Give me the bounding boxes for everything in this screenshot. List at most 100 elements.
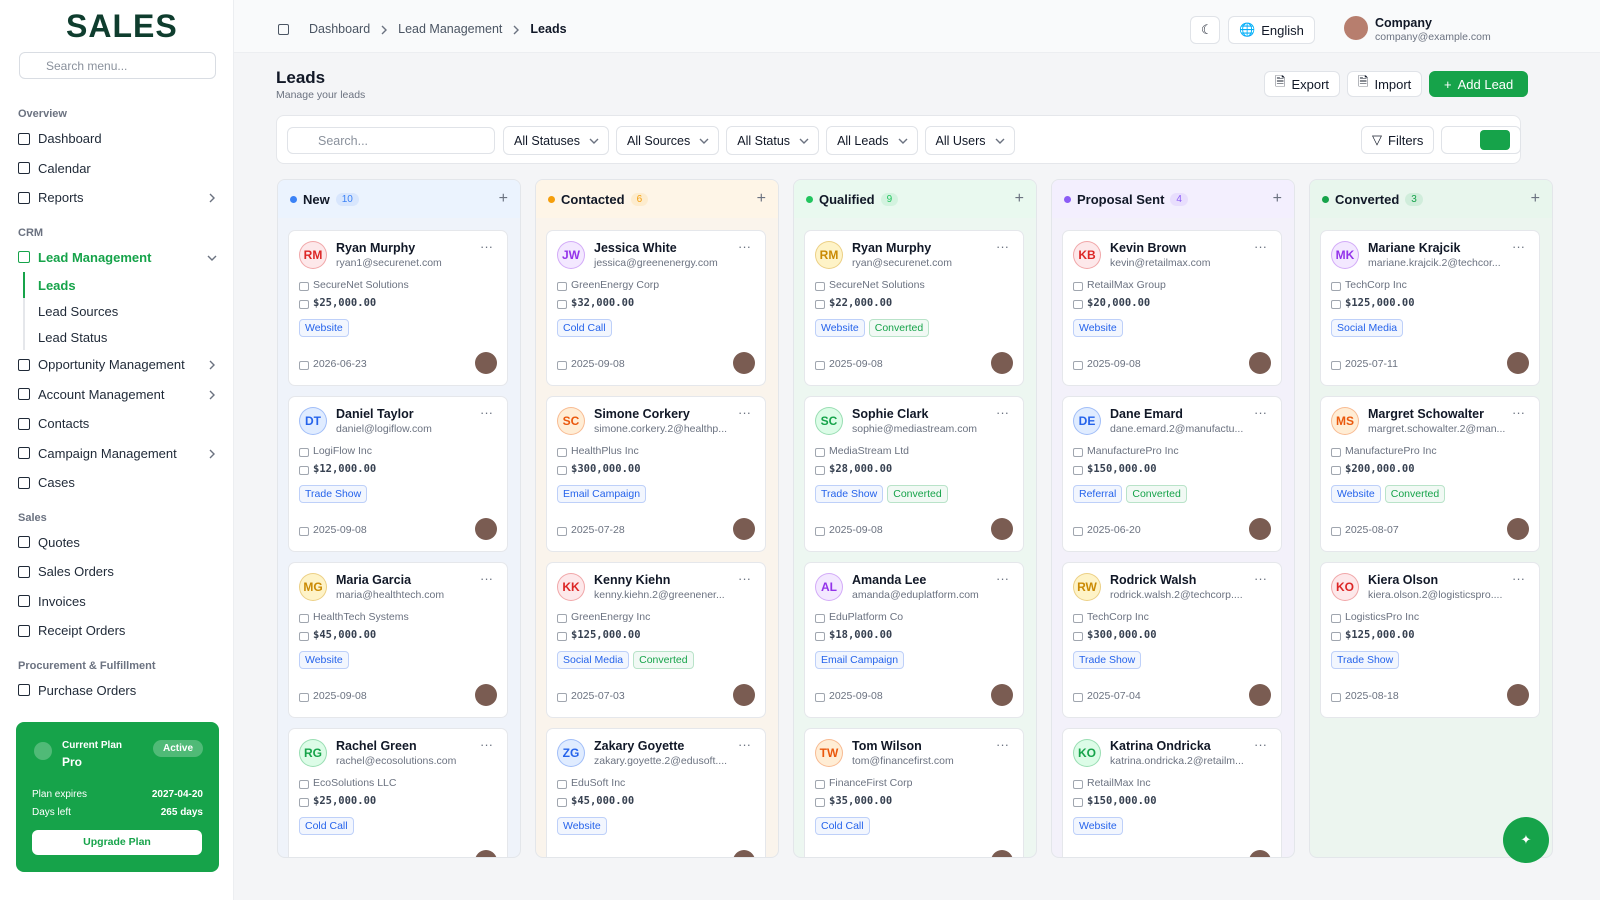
amount-icon: [299, 798, 309, 807]
assistant-button[interactable]: ✦: [1503, 817, 1549, 863]
lead-card[interactable]: RW Rodrick Walsh rodrick.walsh.2@techcorp.…: [1062, 562, 1282, 718]
lead-card[interactable]: KK Kenny Kiehn kenny.kiehn.2@greenener... ·…: [546, 562, 766, 718]
nav-subitem[interactable]: Lead Sources: [23, 298, 233, 324]
lead-name: Margret Schowalter: [1368, 407, 1485, 421]
chevron: [898, 138, 907, 144]
nav-item[interactable]: Sales Orders: [0, 557, 233, 587]
lead-card[interactable]: AL Amanda Lee amanda@eduplatform.com ··· Edu…: [804, 562, 1024, 718]
breadcrumb[interactable]: Leads: [530, 22, 567, 36]
add-card[interactable]: +: [1272, 190, 1282, 207]
card-menu[interactable]: ···: [996, 239, 1009, 254]
filter-dropdown[interactable]: All Statuses: [503, 126, 610, 155]
nav-item[interactable]: Quotes: [0, 528, 233, 558]
add-card[interactable]: +: [1014, 190, 1024, 207]
card-menu[interactable]: ···: [1512, 571, 1525, 586]
breadcrumb[interactable]: Lead Management: [398, 22, 503, 36]
card-menu[interactable]: ···: [996, 737, 1009, 752]
lead-card[interactable]: RG Rachel Green rachel@ecosolutions.com ···…: [288, 728, 508, 857]
add-lead-button[interactable]: + Add Lead: [1429, 71, 1529, 97]
nav-item[interactable]: Calendar: [0, 154, 233, 184]
card-menu[interactable]: ···: [480, 405, 493, 420]
lead-tag: Website: [1073, 319, 1123, 337]
filter-dropdown[interactable]: All Users: [924, 126, 1015, 155]
nav-item[interactable]: Invoices: [0, 587, 233, 617]
lead-tag: Email Campaign: [815, 651, 905, 669]
nav-item[interactable]: Campaign Management: [0, 439, 233, 469]
nav-item[interactable]: Receipt Orders: [0, 616, 233, 646]
lead-card[interactable]: RM Ryan Murphy ryan@securenet.com ··· Secure…: [804, 230, 1024, 386]
board-view[interactable]: [1480, 130, 1510, 150]
filters-button[interactable]: ▽ Filters: [1361, 126, 1435, 154]
nav-label: Receipt Orders: [38, 623, 126, 639]
lead-card[interactable]: RM Ryan Murphy ryan1@securenet.com ··· Secur…: [288, 230, 508, 386]
lead-card[interactable]: ZG Zakary Goyette zakary.goyette.2@edusoft…: [546, 728, 766, 857]
nav-item[interactable]: Reports: [0, 183, 233, 213]
lead-card[interactable]: KO Katrina Ondricka katrina.ondricka.2@ret…: [1062, 728, 1282, 857]
lead-date: 2026-06-23: [313, 358, 367, 370]
card-menu[interactable]: ···: [738, 571, 751, 586]
card-menu[interactable]: ···: [1254, 571, 1267, 586]
add-card[interactable]: +: [498, 190, 508, 207]
lead-card[interactable]: KB Kevin Brown kevin@retailmax.com ··· Retai…: [1062, 230, 1282, 386]
card-menu[interactable]: ···: [738, 239, 751, 254]
add-card[interactable]: +: [756, 190, 766, 207]
card-menu[interactable]: ···: [1254, 737, 1267, 752]
lead-card[interactable]: MS Margret Schowalter margret.schowalter.2…: [1320, 396, 1540, 552]
company-email: company@example.com: [1375, 31, 1491, 43]
filter-dropdown[interactable]: All Status: [726, 126, 820, 155]
nav-item[interactable]: Account Management: [0, 380, 233, 410]
lead-company: EduSoft Inc: [571, 777, 626, 789]
menu-search[interactable]: Search menu...: [19, 52, 216, 79]
export-button[interactable]: 🗎 Export: [1264, 71, 1341, 97]
card-menu[interactable]: ···: [996, 571, 1009, 586]
lead-avatar: JW: [557, 241, 585, 269]
card-menu[interactable]: ···: [480, 239, 493, 254]
company-icon: [1331, 614, 1341, 623]
lead-card[interactable]: TW Tom Wilson tom@financefirst.com ··· Finan…: [804, 728, 1024, 857]
lead-company: FinanceFirst Corp: [829, 777, 913, 789]
nav-item[interactable]: Dashboard: [0, 124, 233, 154]
kanban-column: Proposal Sent 4 + KB Kevin Brown kevin@retail…: [1051, 179, 1295, 858]
theme-toggle[interactable]: ☾: [1190, 16, 1220, 44]
nav-item[interactable]: Opportunity Management: [0, 350, 233, 380]
card-menu[interactable]: ···: [480, 571, 493, 586]
lead-card[interactable]: SC Simone Corkery simone.corkery.2@healthp…: [546, 396, 766, 552]
nav-item[interactable]: Contacts: [0, 409, 233, 439]
lead-amount: $25,000.00: [313, 795, 377, 807]
card-menu[interactable]: ···: [738, 737, 751, 752]
column-title: Proposal Sent: [1077, 191, 1165, 207]
breadcrumb[interactable]: Dashboard: [309, 22, 371, 36]
user-avatar[interactable]: [1344, 16, 1368, 40]
upgrade-button[interactable]: Upgrade Plan: [32, 830, 202, 855]
nav-item[interactable]: Cases: [0, 468, 233, 498]
view-toggle[interactable]: [1441, 126, 1521, 154]
card-menu[interactable]: ···: [1254, 239, 1267, 254]
add-card[interactable]: +: [1530, 190, 1540, 207]
lead-card[interactable]: MG Maria Garcia maria@healthtech.com ··· Hea…: [288, 562, 508, 718]
lead-card[interactable]: MK Mariane Krajcik mariane.krajcik.2@techc…: [1320, 230, 1540, 386]
card-menu[interactable]: ···: [996, 405, 1009, 420]
lead-card[interactable]: SC Sophie Clark sophie@mediastream.com ··· M…: [804, 396, 1024, 552]
lead-card[interactable]: DE Dane Emard dane.emard.2@manufactu... ···…: [1062, 396, 1282, 552]
card-menu[interactable]: ···: [1512, 405, 1525, 420]
nav-item[interactable]: Purchase Orders: [0, 676, 233, 706]
card-menu[interactable]: ···: [1254, 405, 1267, 420]
lead-card[interactable]: DT Daniel Taylor daniel@logiflow.com ··· Log…: [288, 396, 508, 552]
nav-subitem[interactable]: Leads: [23, 272, 233, 298]
lead-card[interactable]: KO Kiera Olson kiera.olson.2@logisticspro.…: [1320, 562, 1540, 718]
import-button[interactable]: 🗎 Import: [1347, 71, 1423, 97]
lead-search[interactable]: Search...: [287, 127, 495, 154]
filter-dropdown[interactable]: All Sources: [616, 126, 720, 155]
lead-card[interactable]: JW Jessica White jessica@greenenergy.com ··…: [546, 230, 766, 386]
card-menu[interactable]: ···: [480, 737, 493, 752]
lead-amount: $300,000.00: [1087, 629, 1157, 641]
filter-dropdown[interactable]: All Leads: [826, 126, 918, 155]
nav: Overview Dashboard Calendar Reports CRM Lead …: [0, 94, 233, 706]
nav-subitem[interactable]: Lead Status: [23, 324, 233, 350]
lead-company: EcoSolutions LLC: [313, 777, 397, 789]
card-menu[interactable]: ···: [738, 405, 751, 420]
language-select[interactable]: 🌐 English: [1228, 16, 1315, 44]
nav-item[interactable]: Lead Management: [0, 243, 233, 273]
card-menu[interactable]: ···: [1512, 239, 1525, 254]
sidebar-toggle[interactable]: [278, 24, 289, 35]
